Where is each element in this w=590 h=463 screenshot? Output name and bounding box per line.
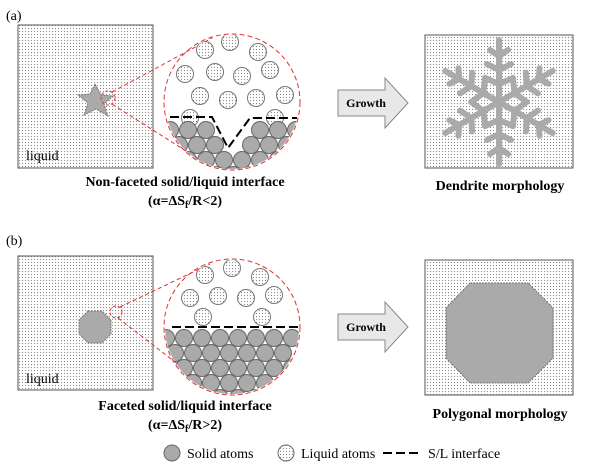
solid-atom bbox=[185, 345, 202, 362]
solid-atom bbox=[194, 360, 211, 377]
box-label: liquid bbox=[26, 149, 59, 164]
liquid-atom bbox=[254, 309, 271, 326]
result: Polygonal morphology bbox=[433, 407, 568, 422]
solid-atom bbox=[275, 345, 292, 362]
liquid-atom bbox=[250, 44, 267, 61]
liquid-atom bbox=[207, 64, 224, 81]
solid-atom bbox=[239, 375, 256, 392]
liquid-atom bbox=[262, 62, 279, 79]
caption: Non-faceted solid/liquid interface bbox=[85, 175, 284, 190]
solid-atom bbox=[203, 345, 220, 362]
solid-atom bbox=[212, 360, 229, 377]
solid-atom bbox=[270, 152, 287, 169]
legend-solid-icon bbox=[164, 445, 180, 461]
liquid-atom bbox=[192, 88, 209, 105]
solid-atom bbox=[266, 360, 283, 377]
solid-atom bbox=[275, 375, 292, 392]
solid-atom bbox=[248, 330, 265, 347]
solid-atom bbox=[221, 375, 238, 392]
formula: (α=ΔSf/R>2) bbox=[148, 418, 222, 435]
solid-atom bbox=[288, 182, 305, 199]
legend-label: Liquid atoms bbox=[301, 447, 375, 462]
figure: (a) liquid Growth Non-faceted solid/liqu… bbox=[0, 0, 590, 463]
liquid-atom bbox=[222, 34, 239, 51]
solid-atom bbox=[162, 152, 179, 169]
solid-atom bbox=[288, 152, 305, 169]
solid-atom bbox=[158, 360, 175, 377]
liquid-atom bbox=[238, 290, 255, 307]
solid-atom bbox=[180, 122, 197, 139]
solid-atom bbox=[261, 137, 278, 154]
solid-atom bbox=[176, 330, 193, 347]
panel-label: (a) bbox=[6, 9, 22, 24]
solid-atom bbox=[189, 137, 206, 154]
solid-atom bbox=[248, 360, 265, 377]
solid-atom bbox=[252, 122, 269, 139]
solid-atom bbox=[257, 345, 274, 362]
liquid-atom bbox=[182, 290, 199, 307]
solid-atom bbox=[284, 390, 301, 407]
solid-atom bbox=[230, 330, 247, 347]
solid-atom bbox=[194, 330, 211, 347]
arrow-label: Growth bbox=[346, 96, 386, 110]
box-label: liquid bbox=[26, 372, 59, 387]
legend-label: S/L interface bbox=[428, 447, 500, 462]
solid-atom bbox=[198, 122, 215, 139]
solid-atom bbox=[266, 330, 283, 347]
solid-atom bbox=[167, 375, 184, 392]
solid-atom bbox=[212, 330, 229, 347]
liquid-atom bbox=[197, 42, 214, 59]
liquid-atom bbox=[220, 92, 237, 109]
solid-atom bbox=[216, 152, 233, 169]
liquid-atom bbox=[195, 309, 212, 326]
liquid-atom bbox=[224, 260, 241, 277]
caption: Faceted solid/liquid interface bbox=[98, 399, 271, 414]
solid-atom bbox=[203, 375, 220, 392]
solid-atom bbox=[243, 137, 260, 154]
solid-atom bbox=[207, 137, 224, 154]
liquid-atom bbox=[234, 68, 251, 85]
solid-atom bbox=[279, 137, 296, 154]
result: Dendrite morphology bbox=[436, 179, 565, 194]
nucleus bbox=[79, 311, 111, 343]
solid-atom bbox=[288, 122, 305, 139]
solid-atom bbox=[230, 360, 247, 377]
solid-atom bbox=[239, 345, 256, 362]
legend-liquid-icon bbox=[278, 445, 294, 461]
liquid-atom bbox=[248, 90, 265, 107]
solid-atom bbox=[198, 152, 215, 169]
solid-atom bbox=[221, 345, 238, 362]
solid-atom bbox=[171, 137, 188, 154]
liquid-atom bbox=[210, 288, 227, 305]
formula: (α=ΔSf/R<2) bbox=[148, 194, 222, 211]
liquid-atom bbox=[252, 269, 269, 286]
liquid-atom bbox=[266, 287, 283, 304]
legend-label: Solid atoms bbox=[187, 447, 254, 462]
panel-label: (b) bbox=[6, 234, 23, 249]
liquid-atom bbox=[197, 267, 214, 284]
solid-atom bbox=[270, 122, 287, 139]
polygon-crystal bbox=[446, 283, 553, 383]
solid-atom bbox=[234, 152, 251, 169]
liquid-atom bbox=[277, 87, 294, 104]
arrow-label: Growth bbox=[346, 320, 386, 334]
liquid-atom bbox=[177, 66, 194, 83]
